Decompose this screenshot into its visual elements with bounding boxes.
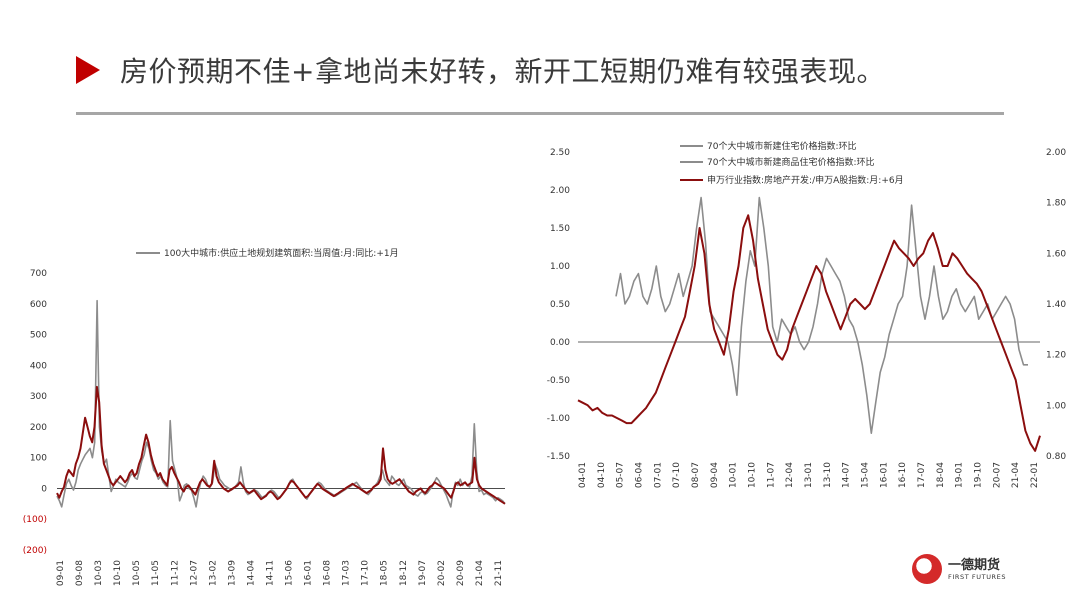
x-tick-label: 17-03	[342, 560, 352, 586]
x-tick-label: 13-01	[804, 462, 814, 488]
x-tick-label: 13-09	[227, 560, 237, 586]
x-tick-label: 18-05	[380, 560, 390, 586]
x-tick-label: 04-01	[578, 462, 588, 488]
x-tick-label: 09-01	[56, 560, 66, 586]
title-triangle-icon	[76, 56, 100, 84]
x-tick-label: 13-10	[823, 462, 833, 488]
x-tick-label: 14-11	[265, 560, 275, 586]
y-tick-label: 700	[30, 269, 47, 279]
y-left-tick-label: 1.00	[550, 262, 570, 272]
y-left-tick-label: 2.00	[550, 186, 570, 196]
y-right-tick-label: 1.80	[1046, 199, 1066, 209]
legend-label: 70个大中城市新建商品住宅价格指数:环比	[707, 156, 875, 168]
x-tick-label: 16-01	[304, 560, 314, 586]
x-tick-label: 14-07	[842, 462, 852, 488]
x-tick-label: 15-06	[285, 560, 295, 586]
globe-logo-icon	[912, 554, 942, 584]
y-right-tick-label: 0.80	[1046, 452, 1066, 462]
x-tick-label: 12-07	[189, 560, 199, 586]
x-tick-label: 15-04	[861, 462, 871, 488]
y-tick-label: (100)	[23, 515, 47, 525]
y-tick-label: 300	[30, 392, 47, 402]
y-tick-label: (200)	[23, 546, 47, 556]
y-tick-label: 400	[30, 361, 47, 371]
y-right-tick-label: 1.40	[1046, 300, 1066, 310]
page-title: 房价预期不佳+拿地尚未好转，新开工短期仍难有较强表现。	[120, 55, 885, 88]
x-tick-label: 05-07	[616, 462, 626, 488]
x-tick-label: 10-10	[113, 560, 123, 586]
x-tick-label: 13-02	[208, 560, 218, 586]
legend-label: 100大中城市:供应土地规划建筑面积:当周值:月:同比:+1月	[164, 247, 399, 259]
x-tick-label: 19-01	[955, 462, 965, 488]
y-left-tick-label: 0.00	[550, 338, 570, 348]
y-tick-label: 0	[41, 484, 47, 494]
y-tick-label: 500	[30, 331, 47, 341]
series-line-red	[56, 385, 506, 505]
x-tick-label: 10-10	[748, 462, 758, 488]
x-tick-label: 14-04	[246, 560, 256, 586]
y-left-tick-label: 1.50	[550, 224, 570, 234]
company-logo: 一德期货 FIRST FUTURES	[912, 552, 1022, 588]
y-left-tick-label: -1.50	[547, 452, 571, 462]
legend-label: 申万行业指数:房地产开发:/申万A股指数:月:+6月	[707, 174, 904, 186]
x-tick-label: 16-10	[898, 462, 908, 488]
x-tick-label: 20-07	[992, 462, 1002, 488]
x-tick-label: 20-02	[437, 560, 447, 586]
series-line-gray	[615, 196, 1028, 435]
y-right-tick-label: 1.20	[1046, 351, 1066, 361]
y-right-tick-label: 1.00	[1046, 401, 1066, 411]
title-divider	[76, 112, 1004, 115]
x-tick-label: 09-08	[75, 560, 85, 586]
x-tick-label: 22-01	[1030, 462, 1040, 488]
y-left-tick-label: -1.00	[547, 414, 571, 424]
x-tick-label: 21-11	[494, 560, 504, 586]
y-left-tick-label: 2.50	[550, 148, 570, 158]
x-tick-label: 11-05	[151, 560, 161, 586]
x-tick-label: 12-04	[785, 462, 795, 488]
x-tick-label: 17-10	[361, 560, 371, 586]
y-tick-label: 200	[30, 423, 47, 433]
x-tick-label: 07-10	[672, 462, 682, 488]
x-tick-label: 19-07	[418, 560, 428, 586]
x-tick-label: 16-08	[323, 560, 333, 586]
x-tick-label: 10-01	[729, 462, 739, 488]
logo-name-cn: 一德期货	[948, 558, 1001, 573]
y-right-tick-label: 2.00	[1046, 148, 1066, 158]
y-left-tick-label: 0.50	[550, 300, 570, 310]
x-tick-label: 07-01	[653, 462, 663, 488]
x-tick-label: 11-07	[766, 462, 776, 488]
x-tick-label: 11-12	[170, 560, 180, 586]
y-right-tick-label: 1.60	[1046, 249, 1066, 259]
x-tick-label: 17-07	[917, 462, 927, 488]
x-tick-label: 21-04	[475, 560, 485, 586]
legend-label: 70个大中城市新建住宅价格指数:环比	[707, 140, 857, 152]
logo-name-en: FIRST FUTURES	[948, 573, 1007, 581]
x-tick-label: 10-05	[132, 560, 142, 586]
x-tick-label: 19-10	[974, 462, 984, 488]
x-tick-label: 20-09	[456, 560, 466, 586]
x-tick-label: 18-04	[936, 462, 946, 488]
x-tick-label: 04-10	[597, 462, 607, 488]
x-tick-label: 16-01	[879, 462, 889, 488]
x-tick-label: 21-04	[1011, 462, 1021, 488]
x-tick-label: 08-07	[691, 462, 701, 488]
series-line-red	[577, 214, 1041, 452]
y-tick-label: 600	[30, 300, 47, 310]
y-left-tick-label: -0.50	[547, 376, 571, 386]
x-tick-label: 06-04	[635, 462, 645, 488]
x-tick-label: 09-04	[710, 462, 720, 488]
y-tick-label: 100	[30, 454, 47, 464]
x-tick-label: 18-12	[399, 560, 409, 586]
x-tick-label: 10-03	[94, 560, 104, 586]
